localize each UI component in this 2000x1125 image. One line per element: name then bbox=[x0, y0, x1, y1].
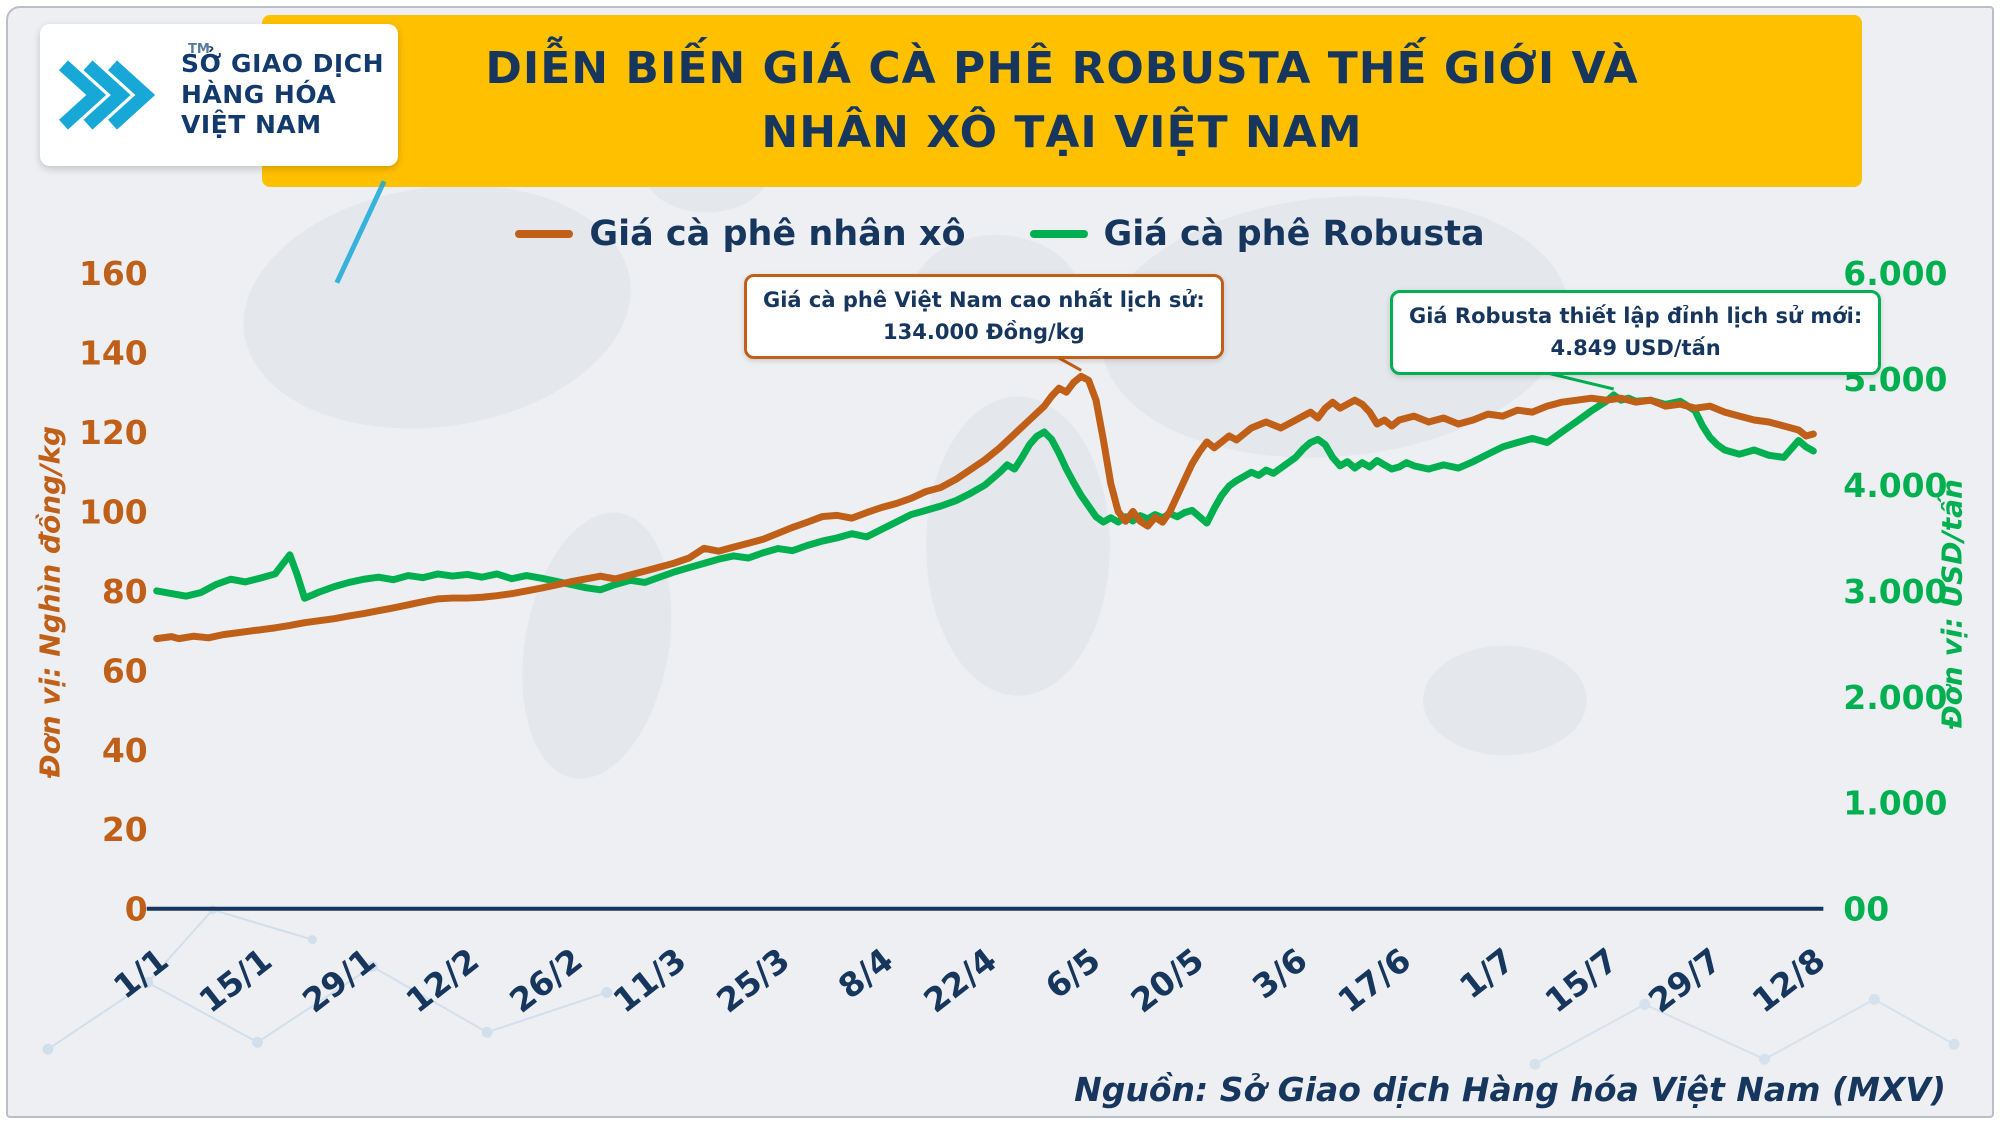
mxv-logo: TM SỞ GIAO DỊCH HÀNG HÓA VIỆT NAM bbox=[40, 24, 398, 166]
right-axis-tick-label: 1.000 bbox=[1843, 784, 1947, 823]
x-axis-tick-label: 12/2 bbox=[399, 940, 487, 1020]
left-axis-tick-label: 40 bbox=[102, 731, 148, 770]
right-axis-tick-label: 2.000 bbox=[1843, 678, 1947, 717]
left-axis-tick-label: 80 bbox=[102, 572, 148, 611]
series-line-robusta bbox=[153, 391, 1817, 602]
x-axis-tick-label: 1/7 bbox=[1452, 940, 1522, 1006]
x-axis-tick-label: 1/1 bbox=[106, 940, 176, 1006]
logo-text-line1: SỞ GIAO DỊCH bbox=[181, 49, 384, 79]
legend-item-robusta: Giá cà phê Robusta bbox=[1029, 214, 1485, 254]
x-axis-tick-label: 12/8 bbox=[1745, 940, 1833, 1020]
x-axis-tick-label: 25/3 bbox=[709, 940, 797, 1020]
chart-title-line2: NHÂN XÔ TẠI VIỆT NAM bbox=[761, 107, 1363, 158]
title-banner: DIỄN BIẾN GIÁ CÀ PHÊ ROBUSTA THẾ GIỚI VÀ… bbox=[262, 15, 1862, 187]
trademark-symbol: TM bbox=[188, 42, 210, 57]
x-axis-tick-label: 22/4 bbox=[916, 940, 1004, 1020]
logo-text-line2: HÀNG HÓA bbox=[181, 79, 337, 109]
left-axis-tick-label: 0 bbox=[125, 890, 148, 929]
annotation-robusta-record-value: 4.849 USD/tấn bbox=[1550, 335, 1721, 360]
chart-title-line1: DIỄN BIẾN GIÁ CÀ PHÊ ROBUSTA THẾ GIỚI VÀ bbox=[485, 43, 1639, 95]
network-decoration-bottom-left bbox=[42, 905, 613, 1055]
left-axis-tick-label: 20 bbox=[102, 810, 148, 849]
left-axis-tick-label: 120 bbox=[79, 413, 148, 452]
chart-legend: Giá cà phê nhân xô Giá cà phê Robusta bbox=[8, 214, 1992, 254]
x-axis-tick-label: 29/1 bbox=[295, 940, 383, 1020]
left-axis-tick-label: 100 bbox=[79, 492, 148, 531]
legend-item-nhan-xo: Giá cà phê nhân xô bbox=[515, 214, 966, 254]
annotation-vn-record: Giá cà phê Việt Nam cao nhất lịch sử: 13… bbox=[744, 274, 1224, 359]
x-axis-tick-label: 20/5 bbox=[1123, 940, 1211, 1020]
left-axis-tick-label: 60 bbox=[102, 651, 148, 690]
x-axis-tick-label: 15/1 bbox=[191, 940, 279, 1020]
x-axis-tick-label: 15/7 bbox=[1538, 940, 1626, 1020]
x-axis-tick-label: 3/6 bbox=[1245, 940, 1315, 1006]
chart-page: 0 20 40 60 80 100 120 140 160 00 1.000 2.000 3.000 4.… bbox=[6, 6, 1994, 1118]
right-axis-tick-label: 00 bbox=[1843, 890, 1889, 929]
x-axis-tick-label: 8/4 bbox=[831, 940, 901, 1006]
annotation-vn-record-text: Giá cà phê Việt Nam cao nhất lịch sử: bbox=[763, 288, 1205, 312]
legend-line-swatch-orange bbox=[515, 230, 574, 238]
logo-text: SỞ GIAO DỊCH HÀNG HÓA VIỆT NAM bbox=[181, 49, 384, 141]
source-note: Nguồn: Sở Giao dịch Hàng hóa Việt Nam (M… bbox=[1074, 1070, 1946, 1109]
right-axis-tick-label: 6.000 bbox=[1843, 254, 1947, 293]
x-axis-tick-label: 26/2 bbox=[502, 940, 590, 1020]
annotation-robusta-record: Giá Robusta thiết lập đỉnh lịch sử mới: … bbox=[1390, 290, 1882, 375]
left-axis-tick-label: 140 bbox=[79, 333, 148, 372]
logo-text-line3: VIỆT NAM bbox=[181, 110, 322, 140]
right-axis-tick-label: 4.000 bbox=[1843, 466, 1947, 505]
legend-label-nhan-xo: Giá cà phê nhân xô bbox=[589, 214, 966, 254]
left-axis-caption: Đơn vị: Nghìn đồng/kg bbox=[33, 425, 67, 779]
x-axis-tick-label: 17/6 bbox=[1330, 940, 1418, 1020]
network-decoration-bottom-right bbox=[1529, 993, 1960, 1070]
left-axis-tick-label: 160 bbox=[79, 254, 148, 293]
series-layer bbox=[153, 372, 1817, 643]
x-axis-tick-label: 29/7 bbox=[1641, 940, 1729, 1020]
legend-line-swatch-green bbox=[1029, 230, 1088, 238]
x-axis-tick-label: 6/5 bbox=[1038, 940, 1108, 1006]
right-axis-tick-label: 3.000 bbox=[1843, 572, 1947, 611]
legend-label-robusta: Giá cà phê Robusta bbox=[1103, 214, 1485, 254]
annotation-robusta-record-text: Giá Robusta thiết lập đỉnh lịch sử mới: bbox=[1409, 304, 1863, 328]
right-axis-caption: Đơn vị: USD/tấn bbox=[1935, 479, 1969, 729]
series-line-nhan-xo bbox=[153, 372, 1817, 643]
x-axis-tick-label: 11/3 bbox=[606, 940, 694, 1020]
mxv-logo-icon bbox=[58, 60, 156, 130]
annotation-vn-record-value: 134.000 Đồng/kg bbox=[883, 319, 1085, 344]
